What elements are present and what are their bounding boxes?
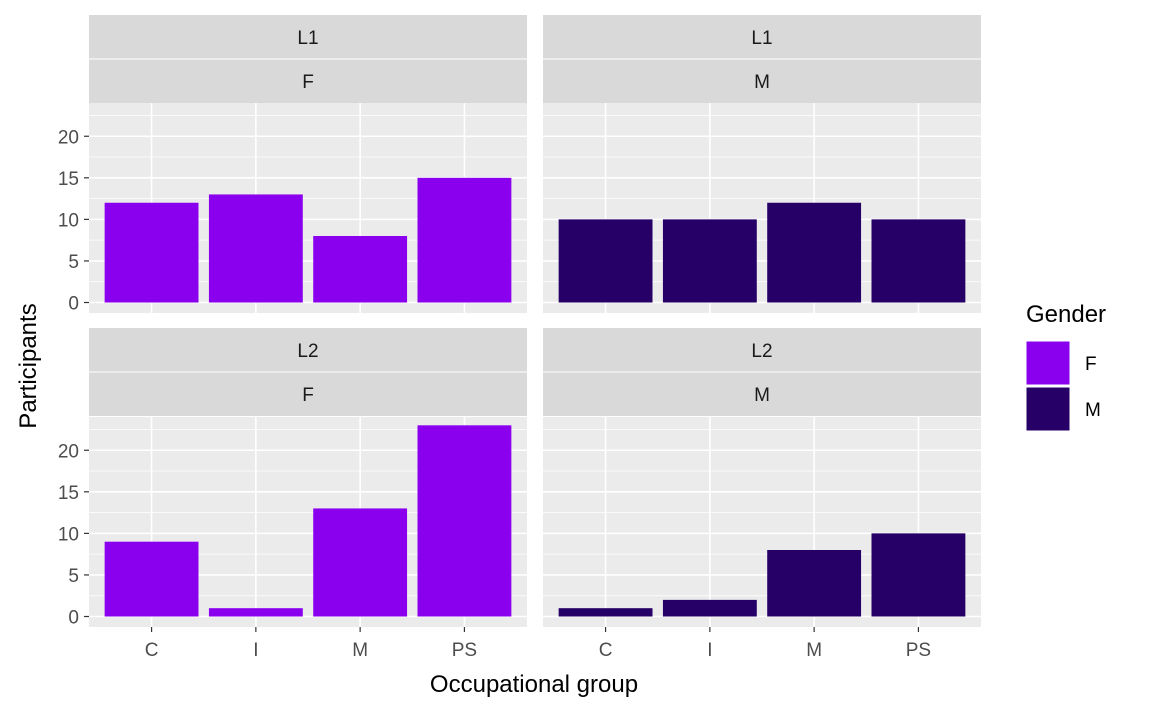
strip-row-label-bg	[89, 15, 527, 59]
strip-row-label-bg	[543, 15, 981, 59]
strip-col-label-bg	[89, 372, 527, 416]
x-axis-title: Occupational group	[430, 671, 638, 698]
panel-l2-f: L2 F 0 5 10 15 20 C I M PS	[58, 328, 527, 661]
y-tick-label: 10	[58, 210, 79, 231]
bar-ps	[871, 219, 966, 303]
bar-ps	[417, 425, 512, 617]
bar-c	[558, 608, 653, 617]
legend-key-f	[1025, 340, 1071, 386]
x-tick-label: M	[352, 640, 368, 661]
y-tick-label: 20	[58, 127, 79, 148]
strip-row-label-bg	[89, 328, 527, 372]
panel-l1-m: L1 M	[543, 15, 981, 313]
y-tick-label: 20	[58, 441, 79, 462]
y-tick-label: 0	[68, 294, 79, 315]
x-tick-label: M	[806, 640, 822, 661]
strip-row-label: L1	[297, 28, 318, 49]
panel-l2-m: L2 M C I M PS	[543, 328, 981, 661]
legend-key-m	[1025, 386, 1071, 432]
bar-i	[208, 608, 303, 617]
y-tick-label: 0	[68, 608, 79, 629]
strip-row-label: L2	[751, 341, 772, 362]
bar-m	[767, 202, 862, 303]
y-tick-label: 5	[68, 566, 79, 587]
strip-col-label-bg	[89, 59, 527, 103]
bar-ps	[417, 177, 512, 303]
strip-col-label: F	[302, 385, 314, 406]
x-tick-label: C	[599, 640, 613, 661]
bar-ps	[871, 533, 966, 617]
legend-label-f: F	[1085, 354, 1097, 375]
strip-row-label: L2	[297, 341, 318, 362]
bar-m	[313, 508, 408, 617]
bar-c	[104, 541, 199, 617]
bar-m	[767, 550, 862, 617]
legend-title: Gender	[1026, 301, 1106, 328]
panel-l1-f: L1 F 0 5 10 15 20	[58, 15, 527, 315]
y-tick-label: 15	[58, 169, 79, 190]
bar-i	[208, 194, 303, 303]
bar-c	[104, 202, 199, 303]
x-tick-label: PS	[452, 640, 477, 661]
strip-col-label: M	[754, 72, 770, 93]
strip-col-label: M	[754, 385, 770, 406]
y-axis-title: Participants	[15, 303, 42, 428]
x-tick-label: I	[253, 640, 258, 661]
y-tick-label: 15	[58, 483, 79, 504]
bar-i	[662, 219, 757, 303]
strip-row-label-bg	[543, 328, 981, 372]
strip-row-label: L1	[751, 28, 772, 49]
y-tick-label: 10	[58, 524, 79, 545]
x-tick-label: I	[707, 640, 712, 661]
strip-col-label-bg	[543, 372, 981, 416]
legend-label-m: M	[1085, 400, 1101, 421]
x-tick-label: C	[145, 640, 159, 661]
legend: Gender F M	[1025, 301, 1106, 432]
bar-i	[662, 599, 757, 617]
bar-m	[313, 236, 408, 303]
y-tick-label: 5	[68, 252, 79, 273]
bar-c	[558, 219, 653, 303]
x-tick-label: PS	[906, 640, 931, 661]
strip-col-label: F	[302, 72, 314, 93]
strip-col-label-bg	[543, 59, 981, 103]
